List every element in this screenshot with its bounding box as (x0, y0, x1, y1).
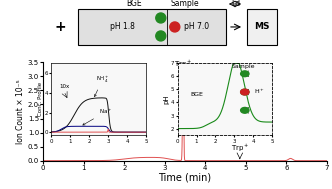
Text: BGE: BGE (126, 0, 142, 9)
Text: BGE: BGE (190, 92, 203, 97)
Text: 10x: 10x (59, 84, 69, 89)
Bar (78, 9, 226, 45)
Circle shape (241, 89, 249, 95)
Y-axis label: Conc. Profile: Conc. Profile (38, 82, 43, 116)
Circle shape (241, 89, 249, 95)
Text: Trp$^+$: Trp$^+$ (174, 59, 192, 70)
Text: +: + (54, 20, 66, 34)
Circle shape (156, 31, 166, 41)
Text: Trp$^+$: Trp$^+$ (231, 143, 249, 154)
Text: pH 1.8: pH 1.8 (110, 22, 135, 31)
Text: MS: MS (254, 22, 270, 31)
Text: Sample: Sample (232, 64, 256, 69)
Text: NH$_4^+$: NH$_4^+$ (94, 74, 109, 97)
X-axis label: Time (min): Time (min) (158, 172, 212, 182)
Text: H$^+$: H$^+$ (254, 88, 265, 97)
Text: Na$^+$: Na$^+$ (83, 108, 112, 125)
Circle shape (170, 22, 180, 32)
Text: pH 7.0: pH 7.0 (184, 22, 209, 31)
Y-axis label: Ion Count × 10⁻⁵: Ion Count × 10⁻⁵ (16, 79, 25, 144)
Circle shape (241, 71, 249, 77)
Circle shape (156, 13, 166, 23)
Text: Sample: Sample (170, 0, 199, 9)
Y-axis label: pH: pH (163, 94, 169, 104)
Bar (247, 9, 277, 45)
Text: Ld: Ld (231, 0, 241, 9)
Circle shape (241, 108, 249, 113)
